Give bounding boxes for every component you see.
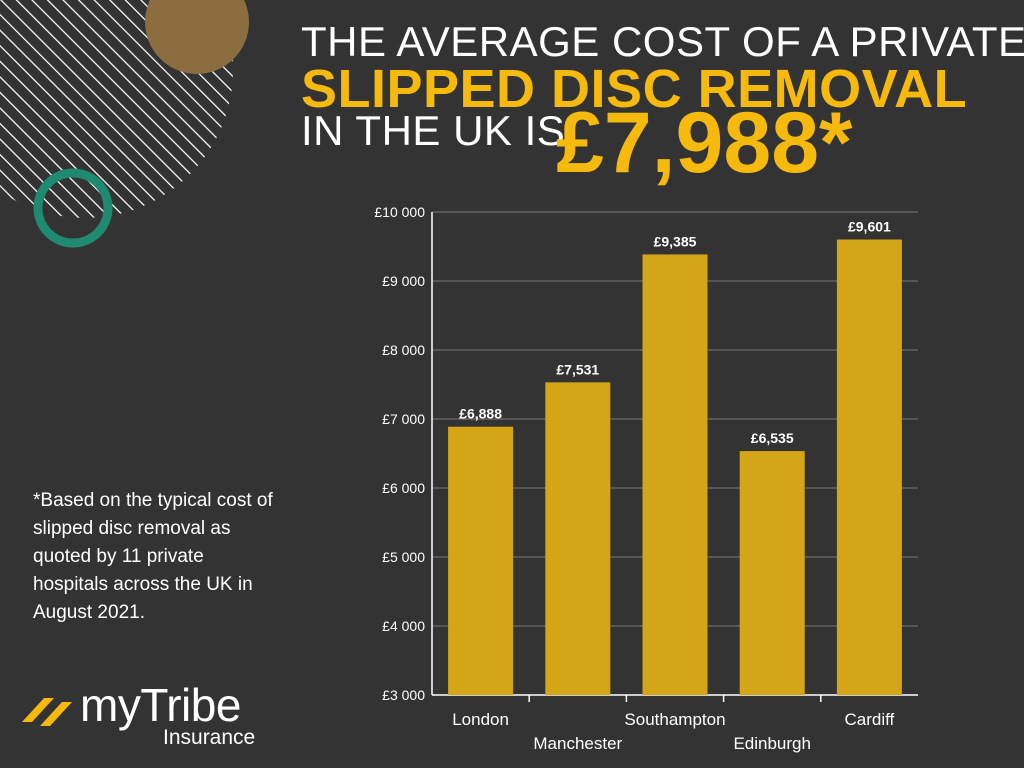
logo-chevron-icon [22, 698, 72, 726]
decorative-shapes [0, 0, 249, 248]
bar [642, 254, 708, 695]
y-tick-label: £3 000 [382, 687, 425, 703]
y-tick-label: £9 000 [382, 273, 425, 289]
brand-name: myTribe [80, 679, 241, 731]
brand-subtitle: Insurance [163, 726, 256, 749]
tan-circle [145, 0, 249, 74]
bar-value-label: £9,601 [848, 219, 891, 235]
y-tick-label: £4 000 [382, 618, 425, 634]
y-tick-label: £5 000 [382, 549, 425, 565]
headline-line-2: SLIPPED DISC REMOVAL [301, 59, 968, 119]
x-category-label: Southampton [624, 710, 725, 729]
headline-line-1: THE AVERAGE COST OF A PRIVATE [301, 18, 1024, 65]
bar-value-label: £6,535 [751, 430, 794, 446]
bar-chart: £3 000 £4 000 £5 000 £6 000 £7 000 £8 000 £9 0… [374, 204, 918, 753]
y-tick-label: £7 000 [382, 411, 425, 427]
mytribe-logo: myTribe Insurance [20, 679, 280, 760]
x-category-label: Edinburgh [733, 734, 811, 753]
bar [836, 239, 902, 695]
bar-value-label: £7,531 [556, 361, 599, 377]
headline-amount: £7,988* [556, 95, 853, 191]
headline: THE AVERAGE COST OF A PRIVATE SLIPPED DI… [0, 0, 1024, 200]
x-category-label: London [452, 710, 509, 729]
teal-ring [33, 168, 113, 248]
bar-value-label: £9,385 [654, 233, 697, 249]
y-tick-label: £6 000 [382, 480, 425, 496]
x-category-label: Cardiff [845, 710, 895, 729]
bar [739, 451, 805, 695]
bar [448, 426, 514, 695]
y-tick-label: £10 000 [374, 204, 425, 220]
headline-line-3: IN THE UK IS [301, 107, 566, 154]
bar [545, 382, 611, 695]
x-category-label: Manchester [533, 734, 622, 753]
y-tick-label: £8 000 [382, 342, 425, 358]
footnote: *Based on the typical cost of slipped di… [33, 490, 273, 623]
bar-value-label: £6,888 [459, 406, 502, 422]
